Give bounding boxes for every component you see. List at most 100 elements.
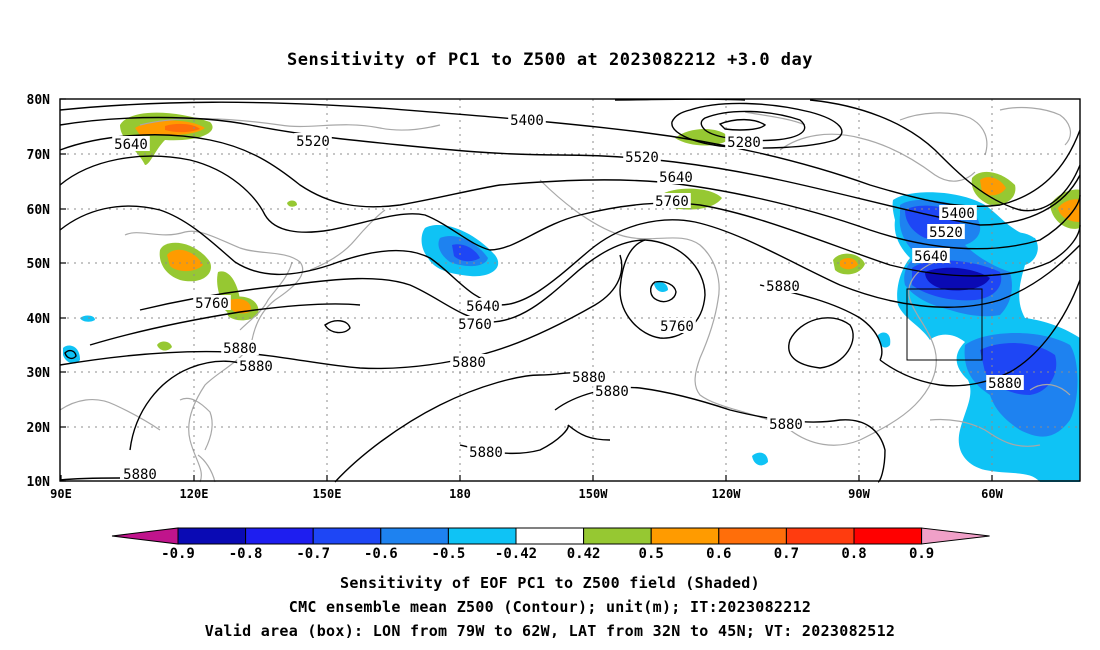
contour-label-bg [657, 169, 695, 184]
contour-label: 5280 [727, 135, 761, 151]
coastline [744, 111, 806, 126]
shade-positive [675, 129, 730, 146]
shade-negative [925, 267, 990, 291]
shade-positive [230, 298, 251, 314]
latitude-axis: 80N 70N 60N 50N 40N 30N 20N 10N [27, 93, 66, 490]
contour-label: 5880 [469, 445, 503, 461]
colorbar-tick-label: -0.6 [364, 546, 398, 562]
colorbar-tick-label: -0.5 [432, 546, 466, 562]
contour-label: 5880 [239, 359, 273, 375]
shade-negative [452, 244, 480, 262]
contour-label-bg [121, 466, 159, 481]
shade-positive [167, 249, 203, 272]
contour-line [139, 239, 646, 323]
colorbar-tick-label: 0.6 [706, 546, 731, 562]
contour-label: 5880 [769, 417, 803, 433]
shade-positive [840, 257, 858, 270]
contour-label: 5880 [572, 370, 606, 386]
coastline [999, 106, 1072, 146]
colorbar-cell [921, 527, 990, 545]
colorbar: -0.9 -0.8 -0.7 -0.6 -0.5 -0.42 0.42 0.5 0.6 0.7 0.… [111, 527, 990, 562]
contour-line [89, 303, 361, 346]
contour-line [671, 102, 843, 149]
contour-label: 5760 [458, 317, 492, 333]
contour-line [554, 386, 886, 483]
colorbar-tick-label: -0.9 [161, 546, 195, 562]
contour-line [759, 284, 883, 361]
valid-area-box [906, 288, 983, 361]
shade-negative [654, 282, 668, 292]
axes: 80N 70N 60N 50N 40N 30N 20N 10N 90E 120E 150E 180 1… [27, 93, 1004, 501]
contour-label: 5520 [625, 150, 659, 166]
map-title: Sensitivity of PC1 to Z500 at 2023082212… [286, 50, 813, 70]
contour-line [59, 477, 121, 481]
lat-tick-label: 80N [27, 93, 51, 108]
contour-line [334, 372, 581, 483]
contour-label-bg [927, 224, 965, 239]
contour-label-bg [508, 112, 546, 127]
contour-line [324, 320, 351, 334]
contour-label: 5760 [660, 319, 694, 335]
shade-positive [1058, 199, 1080, 222]
shade-positive [157, 341, 172, 351]
contour-label-bg [294, 133, 332, 148]
contour-label: 5640 [659, 170, 693, 186]
colorbar-cell [853, 527, 923, 545]
coastline [929, 418, 1041, 447]
contour-label-bg [570, 369, 608, 384]
coastline [309, 209, 386, 271]
lat-tick-label: 40N [27, 312, 51, 327]
coastline [197, 454, 216, 483]
lat-tick-label: 50N [27, 257, 51, 272]
contour-label-bg [464, 298, 502, 313]
colorbar-tick-label: 0.9 [909, 546, 934, 562]
contour-line [59, 116, 1081, 226]
lat-tick-label: 70N [27, 148, 51, 163]
coastline [1029, 383, 1071, 396]
contour-label-bg [939, 205, 977, 220]
longitude-axis: 90E 120E 150E 180 150W 120W 90W 60W [50, 475, 1004, 501]
contour-label-bg [112, 136, 150, 151]
contour-label-bg [767, 416, 805, 431]
gridlines [60, 99, 1080, 481]
colorbar-cell [245, 527, 314, 545]
coastline [124, 230, 304, 483]
contour-label-bg [456, 316, 494, 331]
contour-line [879, 279, 1081, 387]
colorbar-cell [785, 527, 855, 545]
colorbar-tick-label: 0.5 [639, 546, 664, 562]
colorbar-tick-label: -0.7 [296, 546, 330, 562]
shade-positive [165, 123, 200, 133]
contour-line [718, 118, 767, 131]
coastline [239, 261, 293, 331]
contour-label-bg [658, 318, 696, 333]
contour-label: 5520 [929, 225, 963, 241]
contour-label: 5880 [988, 376, 1022, 392]
lon-tick-label: 90E [50, 487, 72, 501]
coastline [59, 398, 161, 431]
contour-label-bg [764, 278, 802, 293]
contour-label: 5400 [510, 113, 544, 129]
contour-line [59, 254, 623, 370]
colorbar-tick-label: -0.42 [495, 546, 537, 562]
contour-line [59, 101, 1081, 207]
contour-line [59, 155, 1081, 277]
lon-tick-label: 150E [313, 487, 342, 501]
lon-tick-label: 120W [712, 487, 742, 501]
contour-line [59, 134, 1081, 250]
contour-label-bg [237, 358, 275, 373]
colorbar-cell [312, 527, 382, 545]
contour-label-bg [193, 295, 231, 310]
contour-label: 5880 [223, 341, 257, 357]
colorbar-tick-label: 0.42 [567, 546, 601, 562]
shade-negative [752, 452, 768, 466]
contour-line [650, 280, 677, 303]
contour-line [129, 360, 251, 451]
shade-positive [980, 177, 1006, 196]
plot-frame [59, 98, 1081, 482]
colorbar-cell [650, 527, 720, 545]
contour-label: 5880 [123, 467, 157, 483]
contour-label: 5880 [595, 384, 629, 400]
contour-line [809, 99, 1081, 212]
lat-tick-label: 10N [27, 475, 51, 490]
